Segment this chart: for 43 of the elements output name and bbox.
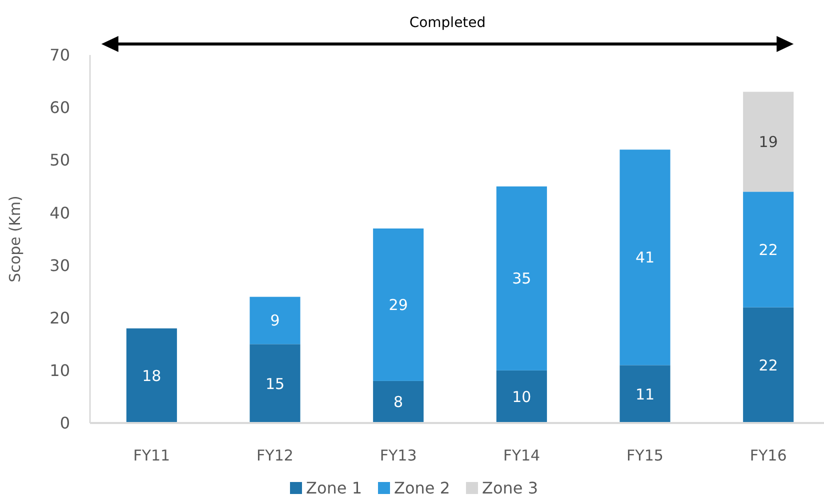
data-label: 29: [388, 296, 408, 314]
y-tick-label: 0: [60, 414, 70, 433]
y-axis-title: Scope (Km): [6, 196, 24, 282]
data-label: 15: [265, 374, 285, 393]
data-label: 11: [635, 385, 655, 404]
data-label: 22: [758, 356, 778, 374]
y-tick-label: 20: [50, 308, 70, 328]
bar: [743, 192, 794, 308]
data-label: 9: [270, 312, 280, 330]
bar: [126, 328, 177, 423]
y-tick-label: 70: [50, 46, 70, 65]
legend-label: Zone 1: [306, 478, 362, 498]
data-label: 22: [758, 240, 778, 259]
data-label: 18: [142, 366, 162, 385]
bar: [373, 228, 424, 381]
bar: [743, 307, 794, 423]
y-tick-label: 10: [50, 361, 70, 380]
y-tick-label: 60: [50, 98, 70, 118]
bar: [250, 296, 300, 344]
y-tick-label: 40: [50, 203, 70, 222]
data-label: 41: [635, 248, 655, 267]
bar: [496, 370, 547, 423]
legend-label: Zone 3: [482, 478, 538, 498]
x-tick-label: FY12: [256, 446, 294, 464]
y-tick-label: 30: [50, 256, 70, 275]
y-tick-label: 50: [50, 150, 70, 170]
x-tick-label: FY15: [626, 446, 664, 464]
bar: [250, 344, 300, 423]
bar: [743, 92, 794, 192]
text: Completed: [409, 14, 486, 31]
data-label: 8: [394, 393, 404, 412]
bar: [373, 380, 424, 423]
legend-label: Zone 2: [394, 478, 450, 498]
bar: [620, 365, 670, 423]
data-label: 35: [512, 270, 532, 288]
x-tick-label: FY16: [750, 446, 787, 464]
x-tick-label: FY11: [133, 446, 170, 464]
data-label: 19: [758, 132, 778, 151]
x-tick-label: FY13: [380, 446, 417, 464]
bar: [496, 186, 547, 370]
data-label: 10: [512, 388, 532, 406]
x-tick-label: FY14: [503, 446, 540, 464]
bar: [620, 150, 670, 366]
